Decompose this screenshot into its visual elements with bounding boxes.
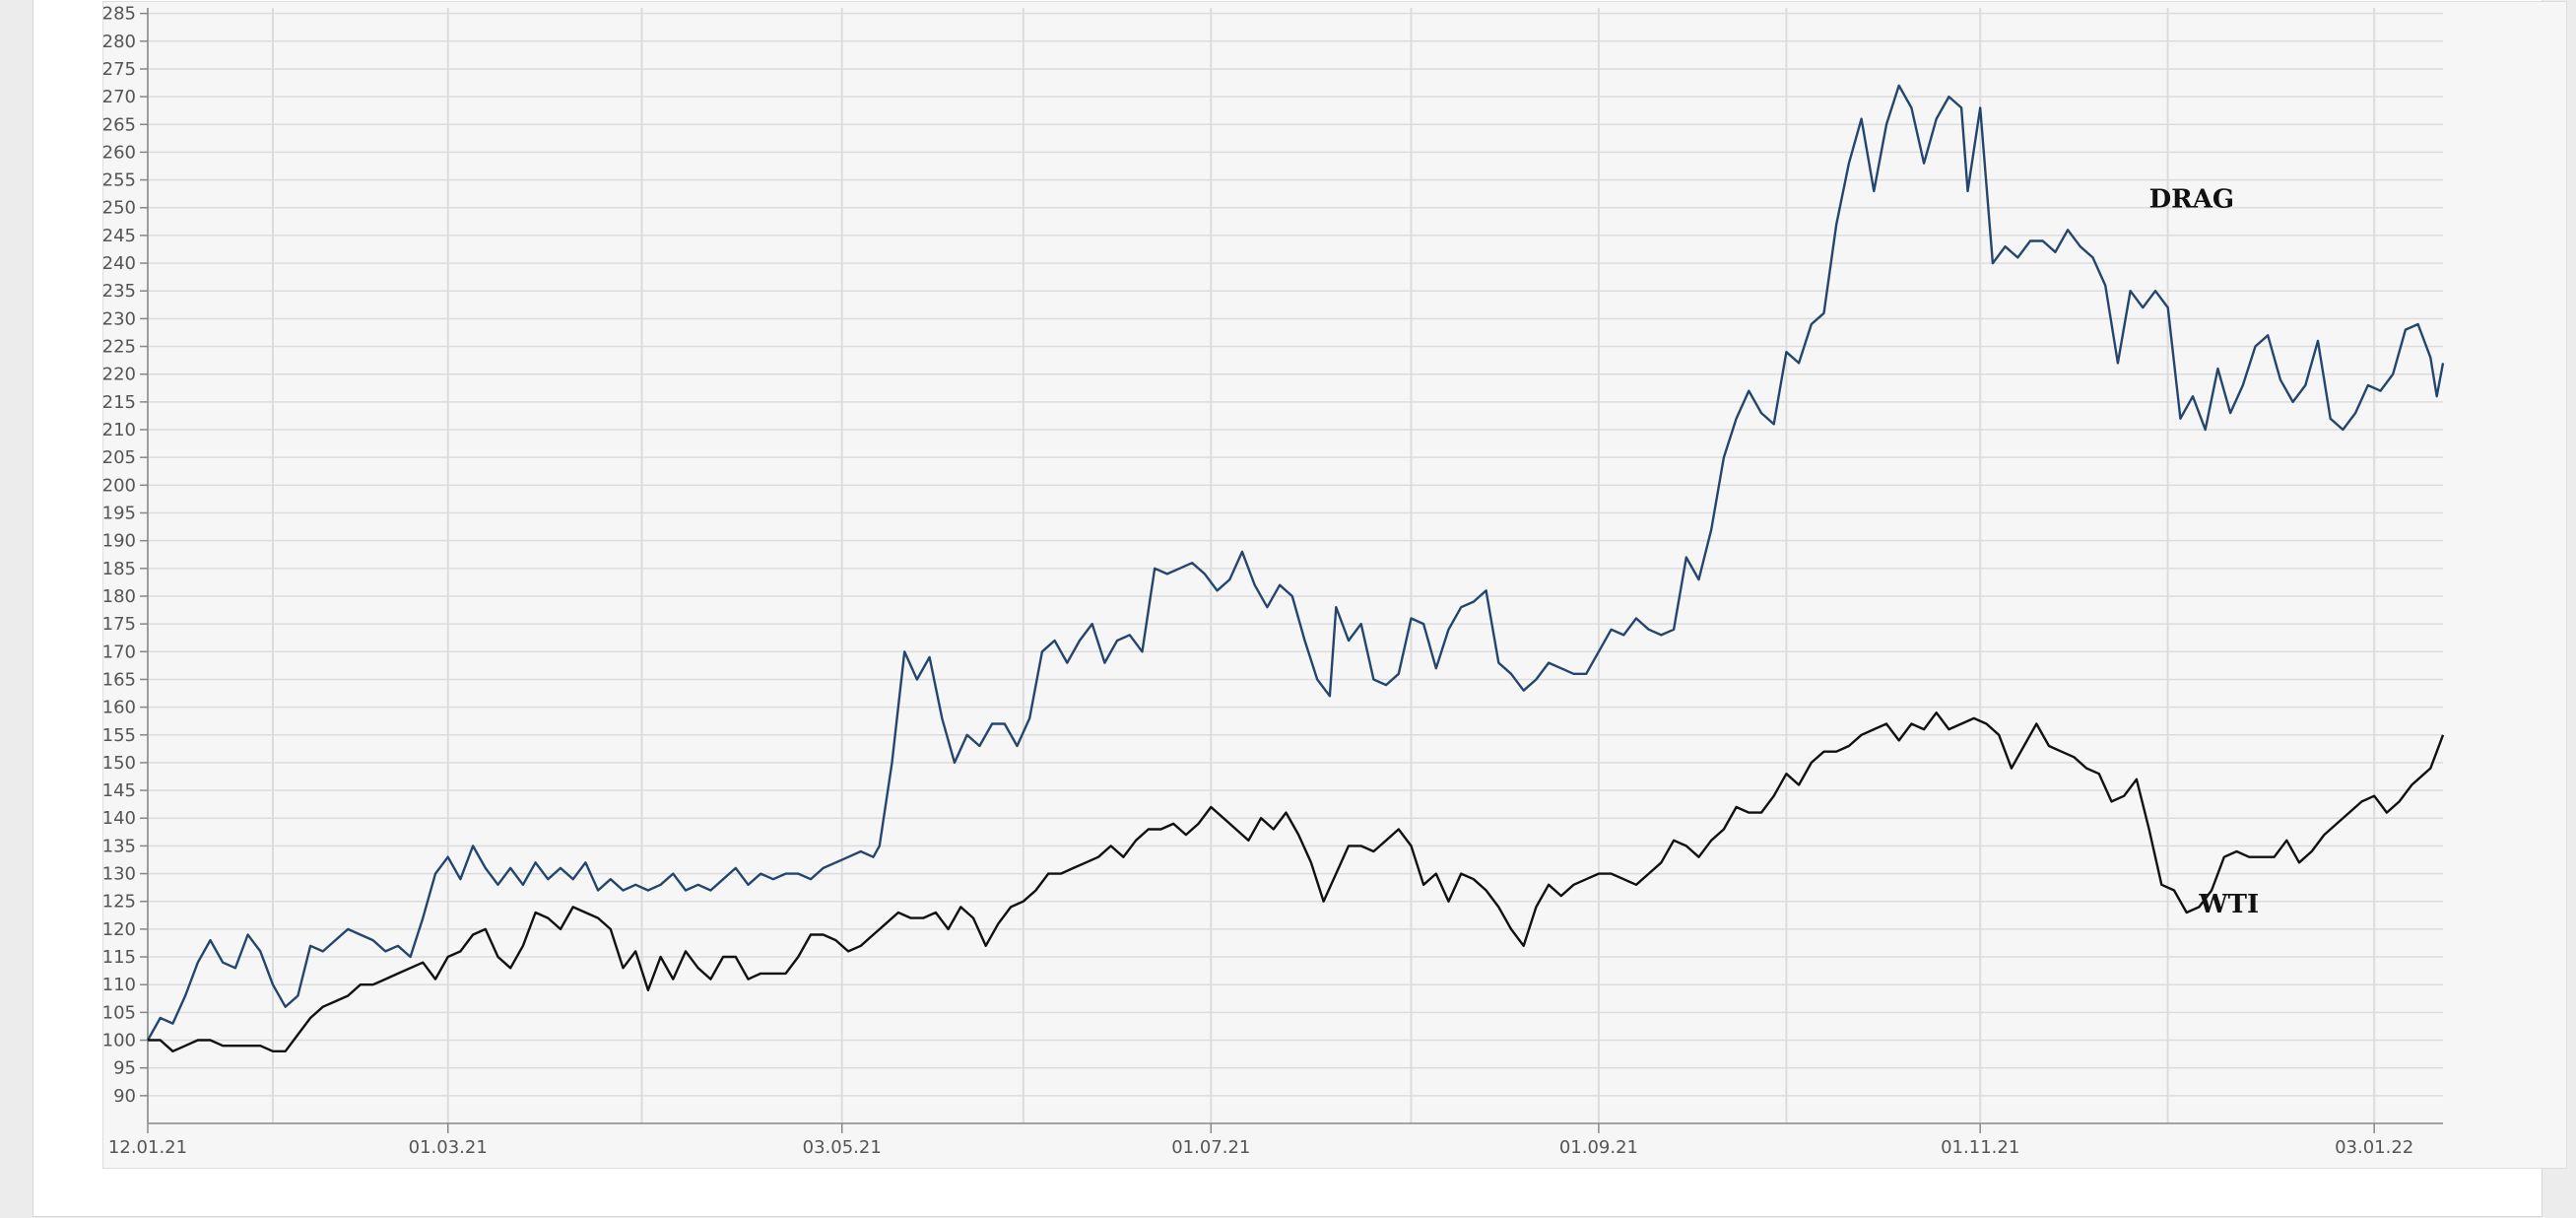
x-tick-label: 01.11.21 (1941, 1137, 2019, 1158)
y-tick-label: 215 (102, 392, 136, 413)
horizontal-gridlines (148, 12, 2443, 1097)
y-tick-label: 250 (102, 198, 136, 219)
y-tick-label: 100 (102, 1031, 136, 1051)
y-tick-label: 140 (102, 808, 136, 829)
y-tick-label: 255 (102, 170, 136, 191)
x-tick-label: 03.01.22 (2335, 1137, 2413, 1158)
y-tick-label: 115 (102, 947, 136, 968)
chart-panel (33, 0, 2567, 1217)
y-tick-label: 195 (102, 503, 136, 523)
y-tick-label: 235 (102, 281, 136, 302)
y-tick-label: 155 (102, 725, 136, 746)
y-tick-label: 240 (102, 253, 136, 274)
series-line-wti (148, 711, 2445, 1053)
series-label-wti: WTI (2198, 890, 2259, 919)
y-tick-label: 120 (102, 919, 136, 940)
y-tick-label: 160 (102, 698, 136, 718)
y-tick-label: 185 (102, 559, 136, 579)
y-tick-label: 145 (102, 780, 136, 801)
y-tick-label: 260 (102, 142, 136, 163)
y-tick-label: 110 (102, 975, 136, 995)
x-tick-label: 01.03.21 (409, 1137, 488, 1158)
y-tick-label: 170 (102, 642, 136, 662)
x-tick-label: 12.01.21 (108, 1137, 187, 1158)
chart-frame (102, 1, 2567, 1169)
y-tick-label: 165 (102, 669, 136, 690)
y-tick-label: 135 (102, 836, 136, 856)
y-tick-label: 180 (102, 586, 136, 607)
x-tick-label: 01.07.21 (1171, 1137, 1250, 1158)
series-label-drag: DRAG (2149, 185, 2235, 215)
x-axis-tick-labels: 12.01.21 01.03.21 03.05.21 01.07.21 01.09.21… (108, 1137, 2413, 1158)
y-tick-label: 175 (102, 614, 136, 635)
y-tick-label: 205 (102, 447, 136, 468)
series-labels: DRAG WTI (2149, 185, 2260, 919)
y-tick-label: 210 (102, 420, 136, 440)
y-tick-label: 285 (102, 4, 136, 25)
y-tick-label: 220 (102, 365, 136, 385)
series-lines (146, 84, 2445, 1053)
y-tick-label: 130 (102, 864, 136, 885)
y-axis-tick-labels: 90 95 100 105 110 115 120 125 130 135 140 145 150 155… (102, 4, 136, 1107)
y-tick-label: 270 (102, 87, 136, 107)
y-tick-label: 280 (102, 32, 136, 52)
y-tick-label: 265 (102, 114, 136, 135)
y-tick-label: 230 (102, 308, 136, 329)
y-tick-label: 275 (102, 59, 136, 80)
y-tick-label: 225 (102, 337, 136, 358)
series-line-drag (146, 84, 2445, 1042)
vertical-gridlines (147, 8, 2376, 1123)
x-tick-label: 01.09.21 (1559, 1137, 1638, 1158)
y-tick-label: 200 (102, 475, 136, 496)
y-tick-label: 90 (113, 1086, 136, 1107)
y-tick-label: 95 (113, 1058, 136, 1079)
y-tick-label: 190 (102, 531, 136, 552)
y-tick-label: 245 (102, 226, 136, 246)
y-tick-label: 105 (102, 1002, 136, 1023)
y-tick-label: 150 (102, 753, 136, 774)
y-tick-label: 125 (102, 892, 136, 913)
axes (140, 8, 2443, 1133)
x-tick-label: 03.05.21 (803, 1137, 882, 1158)
